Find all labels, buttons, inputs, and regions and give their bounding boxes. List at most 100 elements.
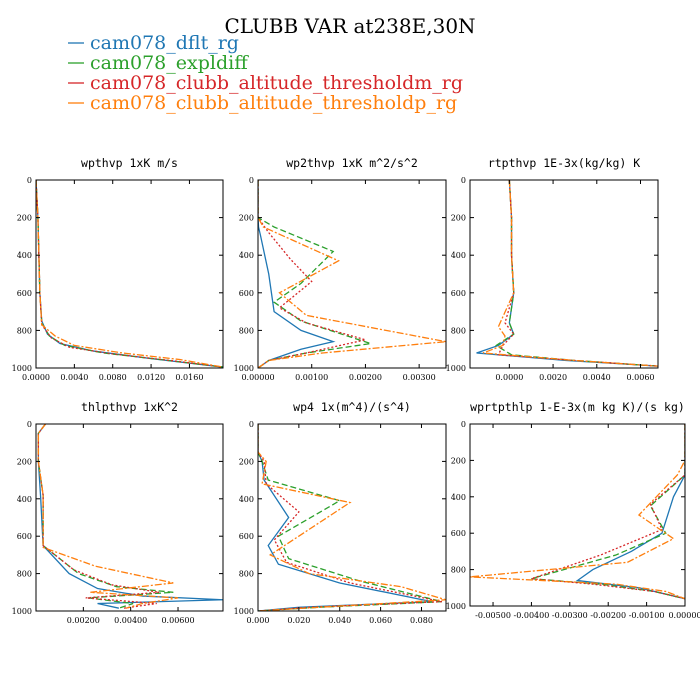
series-group — [258, 180, 446, 368]
plot-frame — [257, 179, 447, 369]
series-line — [497, 180, 658, 367]
x-tick-label: 0.0040 — [583, 373, 611, 382]
series-line — [470, 424, 685, 600]
x-tick-label: 0.00100 — [295, 373, 328, 382]
panel-title: wp4 1x(m^4)/(s^4) — [293, 400, 411, 414]
y-tick-label: 600 — [239, 532, 254, 541]
y-tick-label: 800 — [451, 326, 466, 335]
legend-entry: cam078_expldiff — [90, 52, 249, 74]
series-line — [37, 424, 160, 609]
y-tick-label: 400 — [17, 495, 32, 504]
y-tick-label: 800 — [239, 570, 254, 579]
series-line — [531, 424, 685, 600]
y-tick-label: 1000 — [234, 364, 254, 373]
y-tick-label: 400 — [451, 251, 466, 260]
y-tick-label: 0 — [27, 176, 32, 185]
y-tick-label: 0 — [249, 176, 254, 185]
y-tick-label: 200 — [17, 457, 32, 466]
figure-title: CLUBB VAR at238E,30N — [224, 14, 475, 38]
series-line — [37, 424, 174, 609]
x-tick-label: 0.0160 — [175, 373, 203, 382]
plot-frame — [35, 423, 224, 612]
y-tick-label: 200 — [451, 214, 466, 223]
y-tick-label: 200 — [17, 214, 32, 223]
y-tick-label: 1000 — [446, 602, 466, 611]
y-tick-label: 800 — [17, 570, 32, 579]
y-tick-label: 200 — [451, 456, 466, 465]
series-line — [36, 180, 223, 368]
series-line — [36, 180, 223, 368]
panel-title: wprtpthlp 1-E-3x(m kg K)/(s kg) — [470, 400, 685, 414]
series-group — [470, 424, 685, 600]
y-tick-label: 0 — [249, 420, 254, 429]
y-tick-label: 800 — [239, 326, 254, 335]
y-tick-label: 0 — [461, 420, 466, 429]
x-tick-label: 0.00300 — [403, 373, 436, 382]
series-line — [36, 180, 223, 368]
series-line — [258, 424, 432, 611]
series-line — [482, 180, 658, 367]
legend-entry: cam078_clubb_altitude_thresholdp_rg — [90, 92, 457, 114]
series-line — [531, 424, 685, 600]
x-tick-label: 0.0020 — [539, 373, 567, 382]
plot-frame — [469, 423, 686, 607]
series-group — [258, 424, 446, 611]
series-line — [258, 424, 446, 611]
y-tick-label: 600 — [451, 289, 466, 298]
legend-entry: cam078_dflt_rg — [90, 32, 239, 54]
x-tick-label: -0.00400 — [514, 611, 550, 620]
panel-title: wpthvp 1xK m/s — [81, 156, 178, 170]
panel-title: wp2thvp 1xK m^2/s^2 — [286, 156, 418, 170]
y-tick-label: 0 — [27, 420, 32, 429]
y-tick-label: 1000 — [12, 364, 32, 373]
x-tick-label: 0.000 — [247, 616, 270, 625]
y-tick-label: 0 — [461, 176, 466, 185]
x-tick-label: 0.00600 — [161, 616, 194, 625]
panel-title: rtpthvp 1E-3x(kg/kg) K — [488, 156, 640, 170]
x-tick-label: 0.00000 — [668, 611, 700, 620]
x-tick-label: 0.00200 — [349, 373, 382, 382]
x-tick-label: 0.040 — [328, 616, 351, 625]
panel-title: thlpthvp 1xK^2 — [81, 400, 178, 414]
series-line — [37, 424, 179, 609]
series-line — [495, 180, 658, 367]
x-tick-label: 0.060 — [369, 616, 392, 625]
y-tick-label: 800 — [451, 566, 466, 575]
series-group — [476, 180, 658, 367]
y-tick-label: 600 — [239, 289, 254, 298]
y-tick-label: 1000 — [12, 607, 32, 616]
x-tick-label: 0.00000 — [241, 373, 274, 382]
y-tick-label: 200 — [239, 214, 254, 223]
x-tick-label: -0.00300 — [552, 611, 588, 620]
y-tick-label: 1000 — [446, 364, 466, 373]
x-tick-label: 0.020 — [287, 616, 310, 625]
chart-panel: rtpthvp 1E-3x(kg/kg) K 0 200 400 600 800 1000 0… — [446, 156, 659, 382]
y-tick-label: 600 — [451, 529, 466, 538]
y-tick-label: 400 — [239, 251, 254, 260]
x-tick-label: 0.00200 — [67, 616, 100, 625]
series-line — [258, 424, 443, 611]
x-tick-label: 0.00400 — [114, 616, 147, 625]
chart-panel: wp2thvp 1xK m^2/s^2020040060080010000.00… — [234, 156, 447, 382]
series-line — [258, 424, 443, 611]
x-tick-label: 0.0000 — [495, 373, 523, 382]
x-tick-label: -0.00500 — [475, 611, 511, 620]
y-tick-label: 800 — [17, 326, 32, 335]
x-tick-label: -0.00100 — [629, 611, 665, 620]
x-tick-label: -0.00200 — [590, 611, 626, 620]
chart-panel: wprtpthlp 1-E-3x(m kg K)/(s kg) 0 200 400 60… — [446, 400, 700, 620]
y-tick-label: 200 — [239, 457, 254, 466]
series-group — [37, 424, 223, 609]
series-line — [36, 180, 223, 368]
series-line — [258, 180, 366, 368]
plot-frame — [257, 423, 447, 612]
x-tick-label: 0.0040 — [60, 373, 88, 382]
y-tick-label: 1000 — [234, 607, 254, 616]
series-line — [476, 180, 658, 367]
y-tick-label: 600 — [17, 532, 32, 541]
